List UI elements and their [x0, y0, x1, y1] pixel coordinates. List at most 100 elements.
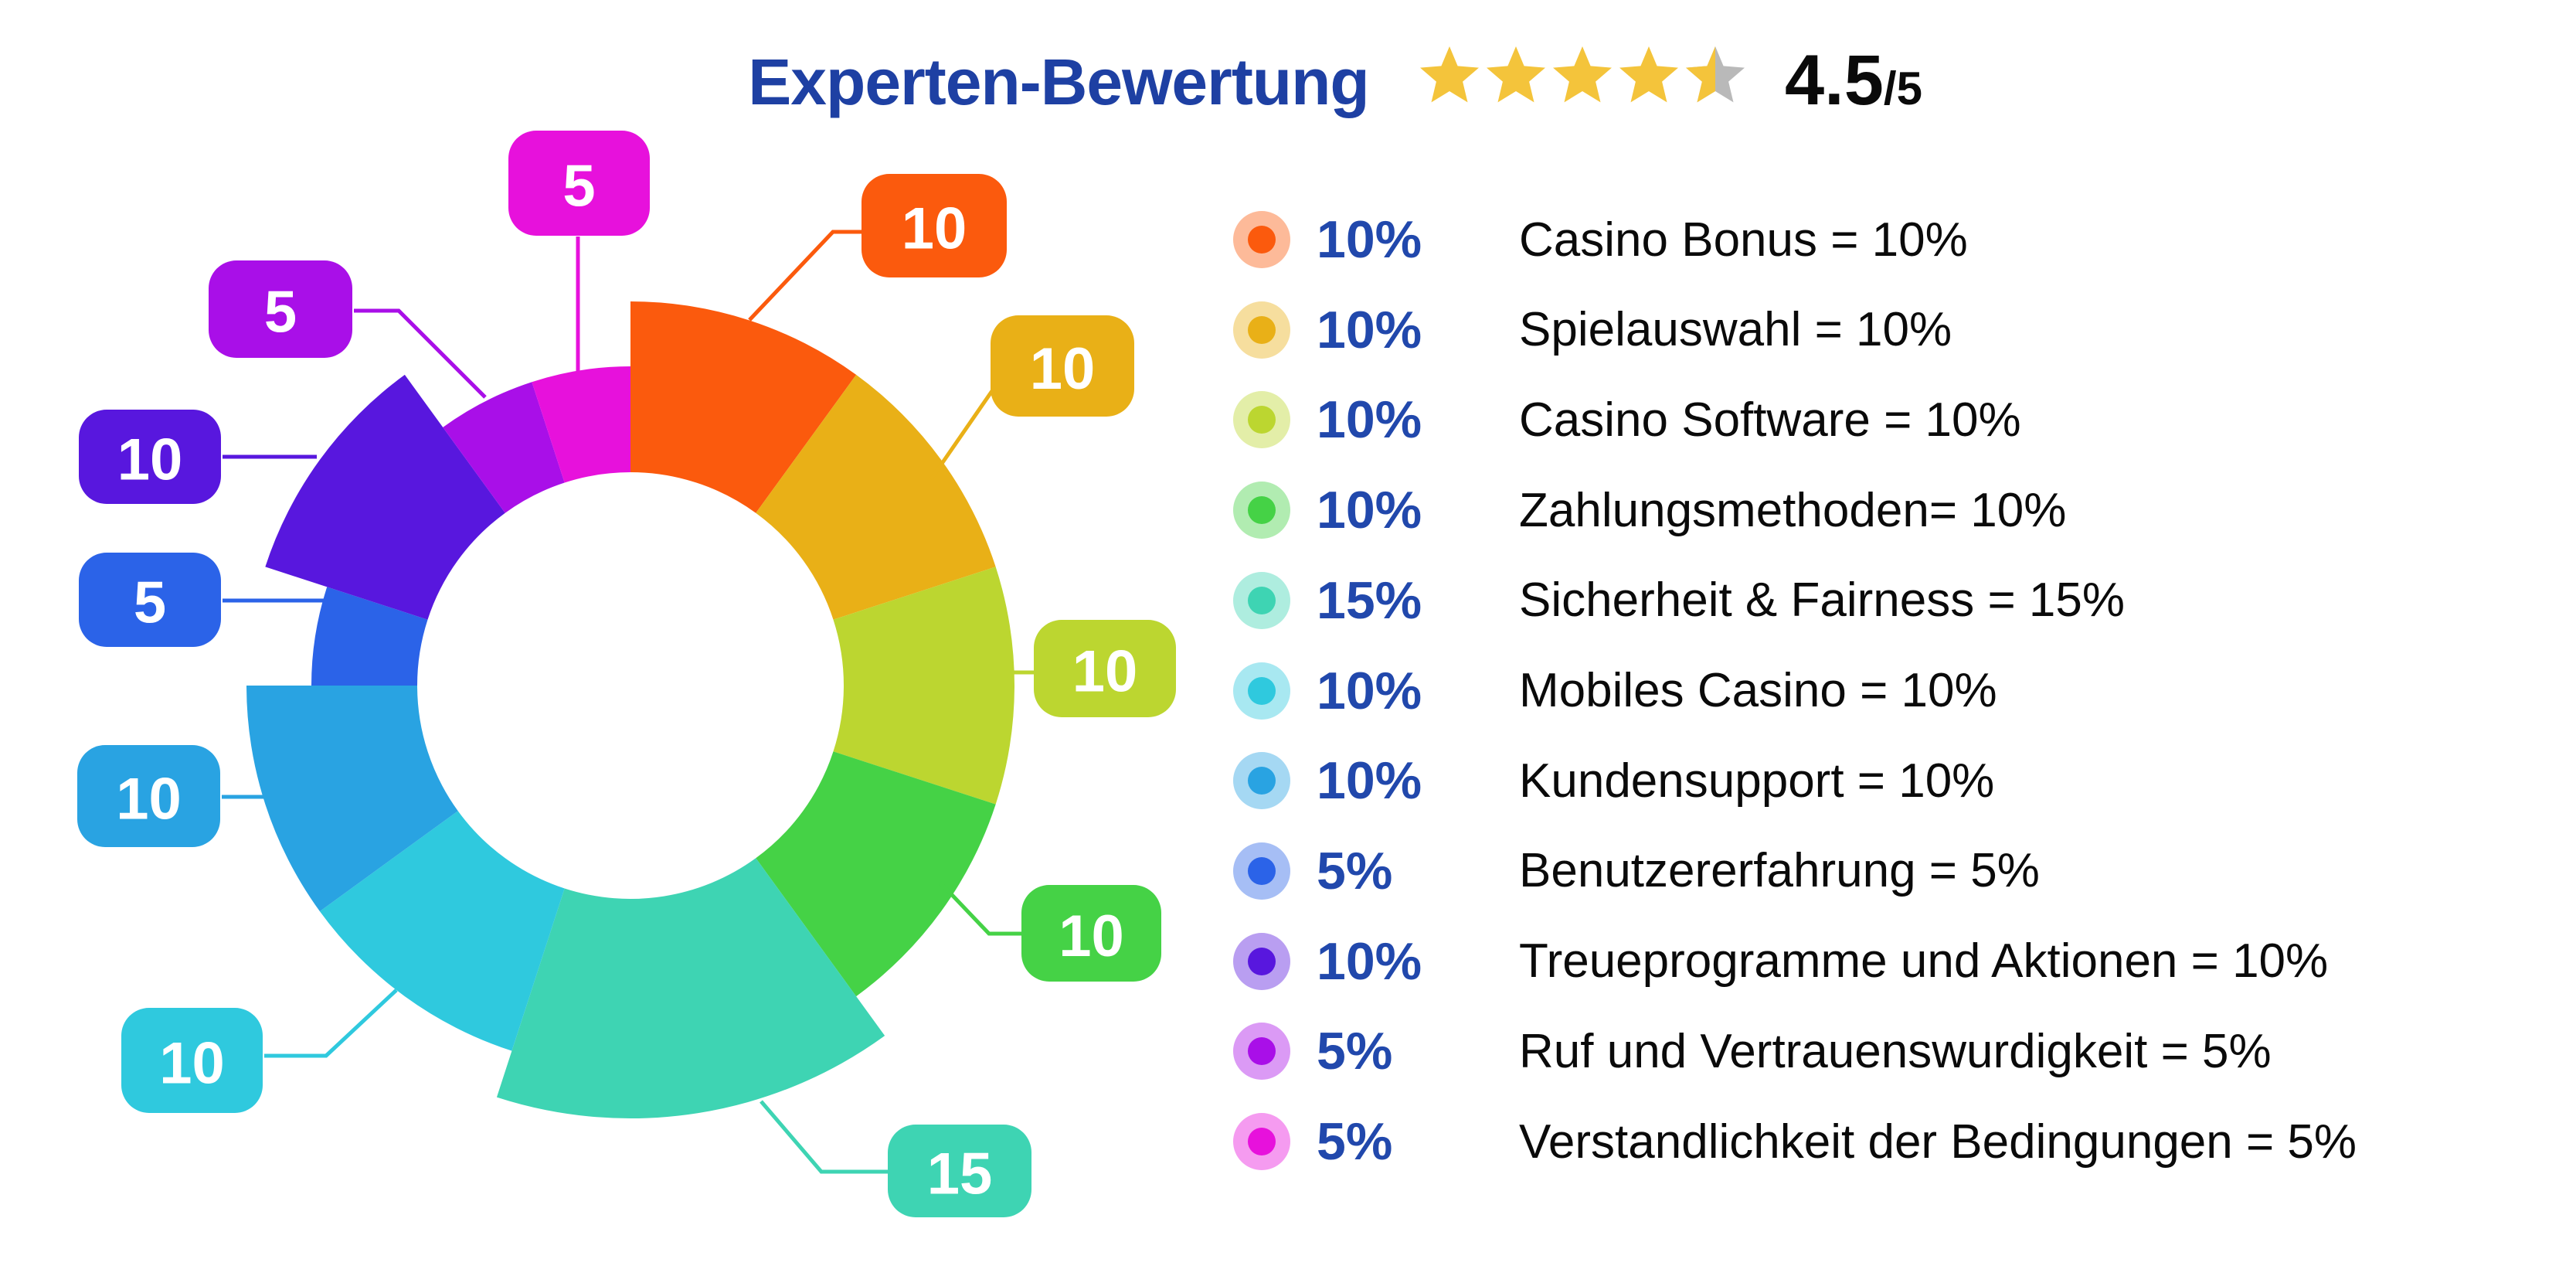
legend-dot-core [1248, 586, 1276, 614]
donut-segment-1 [756, 374, 996, 620]
donut-segment-5 [319, 811, 565, 1051]
legend-dot-icon [1233, 571, 1290, 629]
star-icon [1420, 46, 1479, 103]
callout-value-7: 5 [134, 570, 166, 636]
donut-segment-0 [630, 301, 857, 513]
legend-dot-core [1248, 406, 1276, 434]
donut-segment-6 [246, 686, 458, 912]
legend-item-4: 15% Sicherheit & Fairness = 15% [1233, 558, 2125, 643]
legend-label: Mobiles Casino = 10% [1519, 664, 1997, 717]
legend-dot-icon [1233, 752, 1290, 810]
legend-dot-core [1248, 226, 1276, 254]
legend-item-9: 5% Ruf und Vertrauenswurdigkeit = 5% [1233, 1009, 2272, 1094]
legend-dot-core [1248, 676, 1276, 705]
legend-percent: 10% [1317, 300, 1422, 359]
legend-label: Casino Bonus = 10% [1519, 213, 1968, 267]
star-icon [1553, 46, 1612, 103]
legend-dot-core [1248, 947, 1276, 975]
legend-label: Ruf und Vertrauenswurdigkeit = 5% [1519, 1024, 2272, 1078]
rating-value: 4.5 [1785, 41, 1884, 120]
legend-percent: 10% [1317, 210, 1422, 269]
callout-box-9 [209, 260, 352, 358]
callout-box-10 [508, 131, 650, 236]
legend-label: Treueprogramme und Aktionen = 10% [1519, 934, 2329, 989]
legend-percent: 10% [1317, 751, 1422, 811]
callout-value-0: 10 [902, 196, 967, 262]
legend-percent: 5% [1317, 841, 1393, 900]
legend-dot-core [1248, 315, 1276, 344]
legend-item-2: 10% Casino Software = 10% [1233, 377, 2021, 462]
legend-percent: 5% [1317, 1112, 1393, 1171]
donut-chart: 10 10 10 10 15 10 10 5 10 5 5 [77, 131, 1176, 1217]
legend-percent: 15% [1317, 570, 1422, 630]
legend-dot-icon [1233, 301, 1290, 359]
legend-label: Casino Software = 10% [1519, 393, 2021, 447]
page-title: Experten-Bewertung [748, 46, 1369, 118]
callout-leader-line-9 [354, 308, 487, 399]
legend-dot-core [1248, 856, 1276, 885]
legend-label: Verstandlichkeit der Bedingungen = 5% [1519, 1115, 2357, 1169]
callout-leader-line-5 [264, 989, 398, 1058]
callout-value-9: 5 [264, 280, 297, 345]
rating-max: /5 [1883, 63, 1922, 114]
donut-segment-7 [311, 587, 428, 686]
callout-box-4 [888, 1125, 1031, 1217]
legend-dot-core [1248, 496, 1276, 525]
legend-item-3: 10% Zahlungsmethoden= 10% [1233, 468, 2066, 553]
callout-value-1: 10 [1030, 336, 1096, 402]
donut-segment-8 [265, 374, 505, 620]
legend-percent: 10% [1317, 390, 1422, 450]
callout-value-4: 15 [927, 1142, 993, 1207]
legend-label: Kundensupport = 10% [1519, 754, 1995, 808]
legend-dot-icon [1233, 1113, 1290, 1170]
callout-box-0 [861, 174, 1007, 277]
legend-label: Sicherheit & Fairness = 15% [1519, 573, 2125, 628]
legend-dot-icon [1233, 932, 1290, 990]
donut-segment-10 [532, 366, 630, 483]
callout-value-3: 10 [1059, 904, 1124, 969]
callout-value-10: 5 [562, 154, 595, 220]
callout-value-2: 10 [1072, 639, 1138, 705]
legend-item-0: 10% Casino Bonus = 10% [1233, 197, 1968, 282]
legend-dot-icon [1233, 1023, 1290, 1081]
donut-segment-3 [756, 751, 996, 997]
callout-box-2 [1034, 620, 1176, 717]
star-icon [1619, 46, 1678, 103]
legend-dot-icon [1233, 211, 1290, 268]
callout-box-3 [1021, 885, 1161, 982]
legend-label: Benutzererfahrung = 5% [1519, 844, 2040, 898]
star-icon [1487, 46, 1545, 103]
legend-dot-core [1248, 1037, 1276, 1066]
star-half-icon [1686, 46, 1715, 103]
callout-value-6: 10 [116, 767, 182, 832]
callout-leader-line-3 [939, 881, 1023, 936]
legend-label: Zahlungsmethoden= 10% [1519, 483, 2067, 537]
legend-percent: 5% [1317, 1022, 1393, 1081]
donut-segment-4 [496, 858, 885, 1118]
callout-box-8 [79, 410, 221, 504]
legend-percent: 10% [1317, 931, 1422, 991]
legend-dot-icon [1233, 482, 1290, 539]
star-rating [1420, 46, 1745, 103]
callout-value-5: 10 [159, 1031, 225, 1097]
legend-dot-core [1248, 767, 1276, 795]
callout-leader-line-4 [760, 1100, 889, 1174]
legend-dot-icon [1233, 842, 1290, 900]
callout-box-6 [77, 745, 220, 847]
legend-item-7: 5% Benutzererfahrung = 5% [1233, 829, 2040, 914]
legend-item-5: 10% Mobiles Casino = 10% [1233, 648, 1997, 733]
callout-leader-line-1 [929, 385, 997, 481]
legend-dot-icon [1233, 391, 1290, 449]
rating-score: 4.5/5 [1785, 40, 1922, 121]
legend-item-8: 10% Treueprogramme und Aktionen = 10% [1233, 919, 2328, 1004]
callout-box-7 [79, 553, 221, 647]
callout-box-1 [991, 315, 1134, 417]
callout-box-5 [121, 1008, 263, 1113]
legend-item-10: 5% Verstandlichkeit der Bedingungen = 5% [1233, 1099, 2357, 1184]
legend-dot-core [1248, 1128, 1276, 1155]
legend-dot-icon [1233, 662, 1290, 720]
legend-label: Spielauswahl = 10% [1519, 303, 1952, 357]
callout-value-8: 10 [117, 427, 183, 493]
donut-segment-9 [443, 382, 565, 513]
